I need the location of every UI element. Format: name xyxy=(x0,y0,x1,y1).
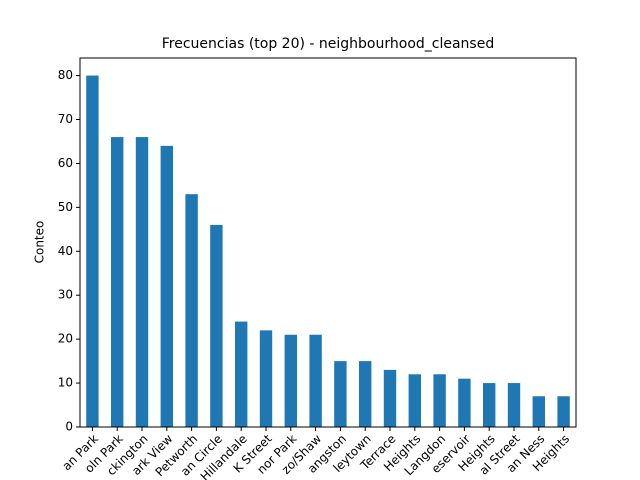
y-tick-label: 70 xyxy=(58,112,73,126)
bar xyxy=(111,137,124,428)
bar xyxy=(507,383,521,427)
bar xyxy=(86,75,99,428)
bar xyxy=(235,321,248,427)
bar xyxy=(160,145,173,427)
bar xyxy=(483,383,496,427)
bar xyxy=(408,374,421,427)
bar xyxy=(359,361,372,427)
bar xyxy=(210,224,223,427)
bar xyxy=(433,374,446,427)
bar xyxy=(334,361,347,427)
bar xyxy=(458,378,471,427)
y-tick-label: 50 xyxy=(58,200,73,214)
bar xyxy=(532,396,545,427)
bar xyxy=(185,194,198,427)
y-tick-label: 20 xyxy=(58,332,73,346)
bar xyxy=(557,396,570,427)
y-tick-label: 60 xyxy=(58,156,73,170)
axes-frame xyxy=(79,57,577,428)
y-tick-label: 40 xyxy=(58,244,73,258)
bar xyxy=(309,334,322,427)
y-tick-label: 30 xyxy=(58,288,73,302)
y-tick-label: 0 xyxy=(65,420,73,434)
bar xyxy=(284,334,297,427)
y-tick-label: 10 xyxy=(58,376,73,390)
bar xyxy=(383,369,397,427)
bar xyxy=(259,330,273,427)
y-axis-label: Conteo xyxy=(33,221,47,264)
bar xyxy=(135,137,149,428)
y-tick-label: 80 xyxy=(58,68,73,82)
chart-title: Frecuencias (top 20) - neighbourhood_cle… xyxy=(162,36,494,52)
